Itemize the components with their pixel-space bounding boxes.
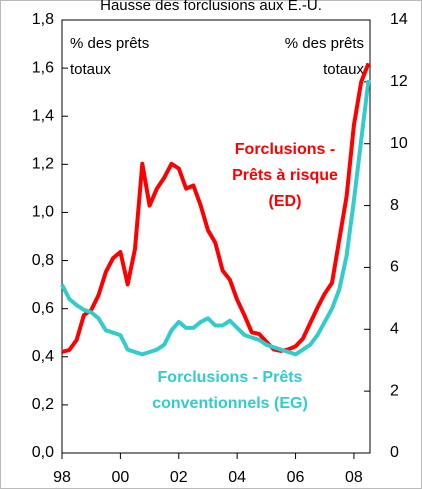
series-label: conventionnels (EG): [152, 395, 308, 412]
chart-title: Hausse des forclusions aux É.-U.: [100, 0, 322, 14]
y-tick-label: 0,6: [32, 300, 54, 317]
x-tick-label: 08: [345, 469, 363, 486]
plot-frame: [61, 19, 371, 454]
x-tick-label: 06: [287, 469, 305, 486]
series-label: Forclusions - Prêts: [158, 369, 303, 386]
y2-axis-label: totaux: [323, 61, 364, 78]
x-tick-label: 00: [111, 469, 129, 486]
series-label: Forclusions -: [235, 141, 335, 158]
y-tick-label: 0,8: [32, 252, 54, 269]
y-axis-label: % des prêts: [70, 35, 149, 52]
y2-tick-label: 10: [390, 135, 408, 152]
y-tick-label: 0,4: [32, 348, 54, 365]
y2-tick-label: 0: [390, 444, 399, 461]
series-line: [61, 62, 371, 354]
y-tick-label: 1,0: [32, 204, 54, 221]
x-tick-label: 04: [228, 469, 246, 486]
y2-tick-label: 8: [390, 197, 399, 214]
x-tick-label: 02: [170, 469, 188, 486]
y2-tick-label: 12: [390, 73, 408, 90]
y-tick-label: 1,6: [32, 59, 54, 76]
y-tick-label: 1,2: [32, 156, 54, 173]
y2-tick-label: 2: [390, 382, 399, 399]
series-label: (ED): [269, 193, 302, 210]
y2-axis-label: % des prêts: [285, 35, 364, 52]
y-tick-label: 0,2: [32, 396, 54, 413]
y-tick-label: 1,4: [32, 107, 54, 124]
series-line: [60, 79, 371, 357]
y-tick-label: 1,8: [32, 11, 54, 28]
y2-tick-label: 4: [390, 321, 399, 338]
series-label: Prêts à risque: [232, 167, 338, 184]
y2-tick-label: 6: [390, 259, 399, 276]
y2-tick-label: 14: [390, 11, 408, 28]
y-axis-label: totaux: [70, 61, 111, 78]
y-tick-label: 0,0: [32, 444, 54, 461]
x-tick-label: 98: [53, 469, 71, 486]
